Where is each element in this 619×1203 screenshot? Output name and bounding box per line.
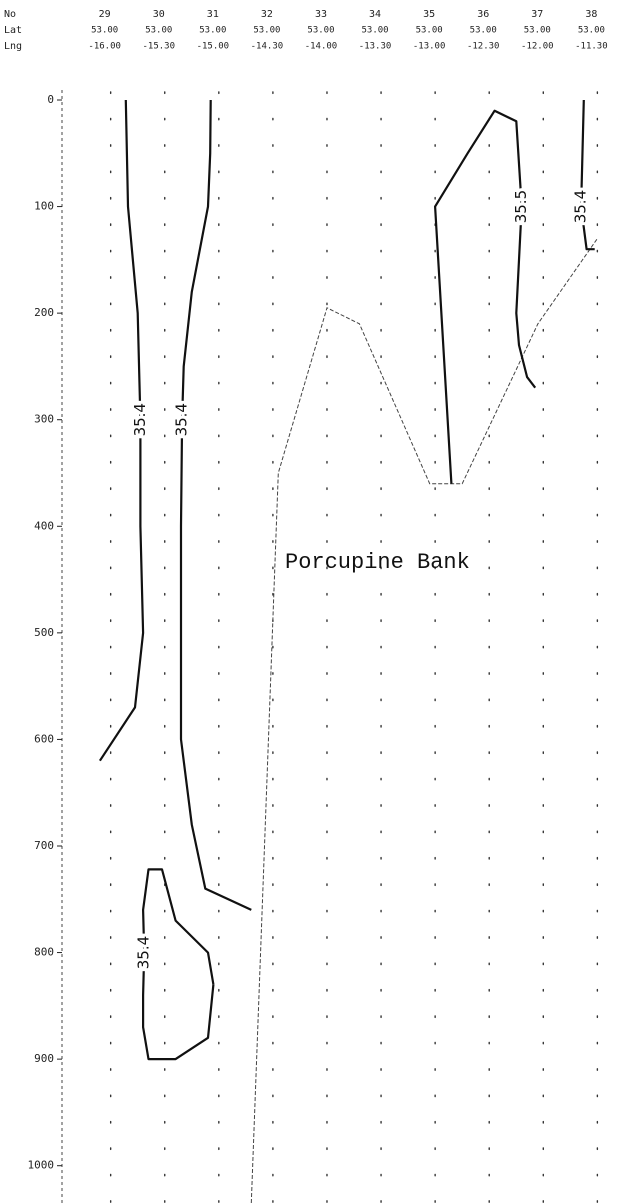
station-lng: -14.00: [305, 42, 338, 52]
contour-line: [434, 109, 537, 484]
station-lat: 53.00: [199, 26, 226, 36]
y-tick-label: 0: [47, 93, 54, 106]
station-lng: -15.00: [197, 42, 230, 52]
station-x: 30: [153, 9, 165, 20]
y-tick-label: 600: [34, 732, 54, 745]
station-lng: -14.30: [251, 42, 284, 52]
y-tick-label: 900: [34, 1052, 54, 1065]
station-lng: -16.00: [88, 42, 121, 52]
station-x: 35: [423, 9, 435, 20]
station-lng: -15.30: [142, 42, 175, 52]
y-tick-label: 200: [34, 306, 54, 319]
station-x: 37: [531, 9, 543, 20]
y-tick-label: 1000: [28, 1159, 55, 1172]
station-lat: 53.00: [524, 26, 551, 36]
contour-label: 35.4: [173, 403, 191, 436]
y-tick-label: 300: [34, 413, 54, 426]
contour-label: 35.4: [572, 190, 590, 223]
contour-line: [142, 868, 215, 1061]
station-lat: 53.00: [253, 26, 280, 36]
station-lat: 53.00: [91, 26, 118, 36]
contour-label: 35.4: [135, 936, 153, 969]
y-tick-label: 500: [34, 626, 54, 639]
row-label: No: [4, 9, 16, 20]
station-lng: -13.00: [413, 42, 446, 52]
contour-line: [179, 99, 252, 911]
station-lat: 53.00: [145, 26, 172, 36]
row-label: Lat: [4, 25, 22, 36]
station-x: 36: [477, 9, 489, 20]
station-lat: 53.00: [470, 26, 497, 36]
y-tick-label: 400: [34, 519, 54, 532]
station-lat: 53.00: [362, 26, 389, 36]
contour-line: [98, 99, 145, 762]
station-lng: -13.30: [359, 42, 392, 52]
station-x: 32: [261, 9, 273, 20]
contour-label: 35.4: [131, 403, 149, 436]
annotation: Porcupine Bank: [285, 550, 470, 575]
station-lng: -12.00: [521, 42, 554, 52]
station-lng: -12.30: [467, 42, 500, 52]
station-x: 31: [207, 9, 219, 20]
contour-line: [580, 99, 595, 251]
station-x: 29: [99, 9, 111, 20]
contour-label: 35.5: [512, 190, 530, 223]
y-tick-label: 800: [34, 946, 54, 959]
bottom-profile: [250, 238, 598, 1203]
station-x: 34: [369, 9, 381, 20]
station-x: 38: [585, 9, 597, 20]
station-lat: 53.00: [307, 26, 334, 36]
station-lat: 53.00: [578, 26, 605, 36]
row-label: Lng: [4, 41, 22, 52]
y-tick-label: 700: [34, 839, 54, 852]
station-x: 33: [315, 9, 327, 20]
station-lng: -11.30: [575, 42, 608, 52]
y-tick-label: 100: [34, 200, 54, 213]
station-lat: 53.00: [416, 26, 443, 36]
